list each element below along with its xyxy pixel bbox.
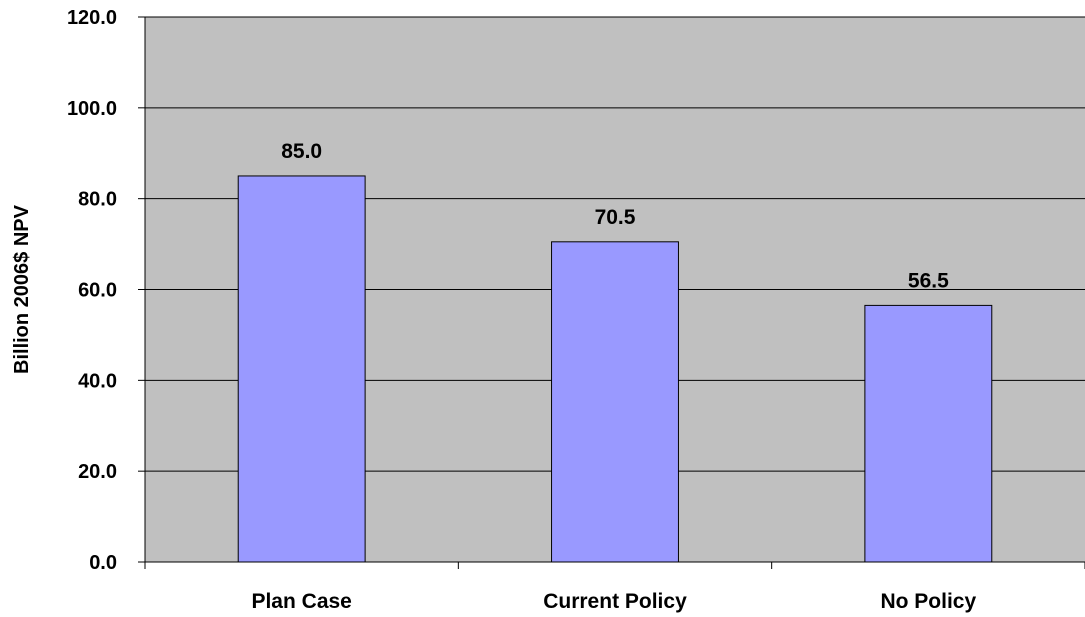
y-tick-label: 60.0 <box>78 280 117 302</box>
data-labels: 85.0 70.5 56.5 <box>281 140 949 292</box>
category-label: Current Policy <box>543 590 687 613</box>
y-tick-label: 100.0 <box>67 98 117 120</box>
bar-plan-case <box>237 175 366 563</box>
y-axis-title: Billion 2006$ NPV <box>11 204 33 374</box>
bar-no-policy <box>864 304 993 563</box>
y-tick-label: 40.0 <box>78 370 117 392</box>
y-tick-label: 0.0 <box>89 552 117 574</box>
category-label: Plan Case <box>251 590 351 613</box>
data-label: 85.0 <box>281 140 322 163</box>
axes <box>138 16 1085 569</box>
data-label: 70.5 <box>595 206 636 229</box>
y-tick-label: 20.0 <box>78 461 117 483</box>
data-label: 56.5 <box>908 269 949 292</box>
category-labels: Plan Case Current Policy No Policy <box>251 590 976 613</box>
y-tick-label: 80.0 <box>78 189 117 211</box>
bars <box>237 175 993 563</box>
bar-current-policy <box>551 241 679 563</box>
category-label: No Policy <box>880 590 976 613</box>
y-tick-label: 120.0 <box>67 7 117 29</box>
y-tick-labels: 0.0 20.0 40.0 60.0 80.0 100.0 120.0 <box>67 7 117 574</box>
